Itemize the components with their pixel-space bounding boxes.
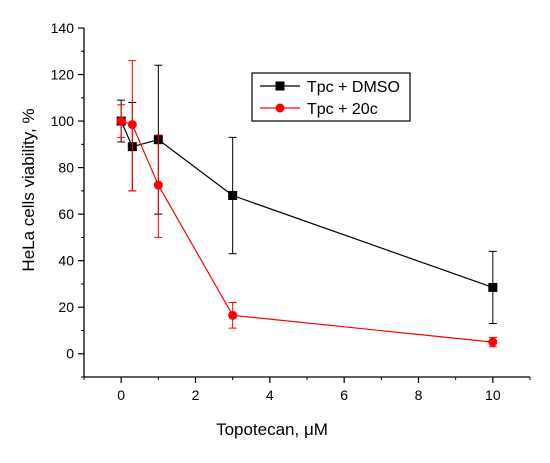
y-tick-label: 100: [51, 113, 75, 129]
y-tick-label: 120: [51, 67, 75, 83]
data-point-circle: [488, 337, 498, 347]
x-tick-label: 4: [266, 387, 274, 403]
legend-marker-square: [275, 81, 285, 91]
legend-marker-circle: [275, 103, 285, 113]
data-point-circle: [153, 180, 163, 190]
legend-box: [251, 72, 411, 122]
y-tick-label: 80: [58, 160, 74, 176]
series-line: [120, 120, 494, 288]
y-tick-label: 60: [58, 206, 74, 222]
series-layer: [116, 60, 498, 348]
x-tick-label: 8: [415, 387, 423, 403]
legend-label: Tpc + 20c: [307, 101, 378, 118]
x-tick-label: 10: [485, 387, 501, 403]
y-tick-label: 20: [58, 299, 74, 315]
y-tick-label: 0: [66, 346, 74, 362]
legend: Tpc + DMSO Tpc + 20c: [251, 72, 411, 122]
y-axis-label: HeLa cells viability, %: [19, 108, 38, 271]
legend-label: Tpc + DMSO: [307, 79, 400, 96]
x-tick-label: 2: [192, 387, 200, 403]
data-point-square: [228, 191, 238, 201]
data-point-square: [488, 282, 498, 292]
x-axis-label: Topotecan, μM: [216, 420, 328, 439]
data-point-circle: [116, 116, 126, 126]
data-point-circle: [228, 310, 238, 320]
y-tick-label: 40: [58, 253, 74, 269]
data-point-circle: [127, 120, 137, 130]
series-2: [116, 60, 498, 348]
y-tick-label: 140: [51, 20, 75, 36]
axes-layer: 0 20 40 60 80 100 120 140 0 2 4 6 8 10: [51, 20, 531, 403]
x-tick-label: 6: [340, 387, 348, 403]
x-tick-label: 0: [117, 387, 125, 403]
